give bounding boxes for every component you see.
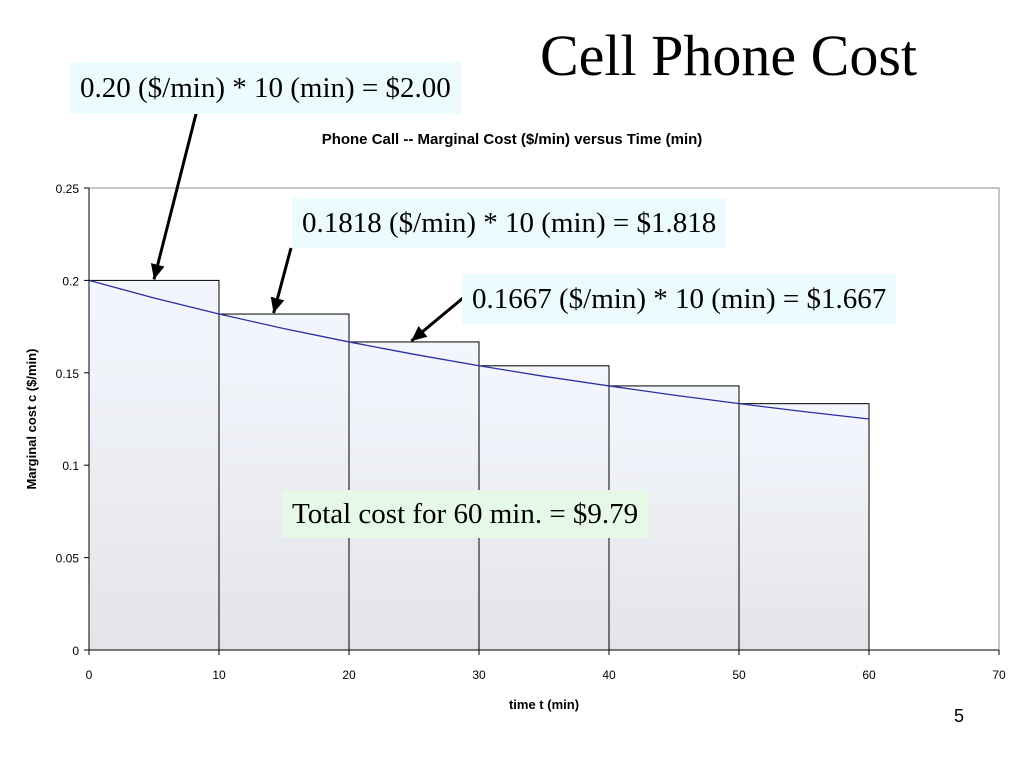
marginal-cost-curve xyxy=(88,279,870,420)
callout-first-interval: 0.20 ($/min) * 10 (min) = $2.00 xyxy=(70,62,461,114)
y-tick-label-3: 0.15 xyxy=(56,367,80,381)
x-tick-label-7: 70 xyxy=(992,668,1006,682)
callout-third-interval: 0.1667 ($/min) * 10 (min) = $1.667 xyxy=(462,274,897,324)
y-tick-label-4: 0.2 xyxy=(62,274,79,288)
callout-arrow-0 xyxy=(152,109,199,280)
x-tick-label-1: 10 xyxy=(212,668,226,682)
slide-title: Cell Phone Cost xyxy=(540,23,918,88)
bar-1 xyxy=(218,313,350,651)
y-tick-label-1: 0.05 xyxy=(56,552,80,566)
y-axis-label: Marginal cost c ($/min) xyxy=(24,349,39,490)
x-axis-label: time t (min) xyxy=(509,697,579,712)
x-tick-label-3: 30 xyxy=(472,668,486,682)
x-tick-label-6: 60 xyxy=(862,668,876,682)
callout-second-interval: 0.1818 ($/min) * 10 (min) = $1.818 xyxy=(292,198,727,248)
callout-arrowhead-1 xyxy=(270,296,285,314)
y-tick-label-5: 0.25 xyxy=(56,182,80,196)
bar-0 xyxy=(88,279,220,651)
x-tick-label-4: 40 xyxy=(602,668,616,682)
bar-5 xyxy=(738,403,870,651)
x-tick-label-0: 0 xyxy=(86,668,93,682)
y-tick-label-0: 0 xyxy=(72,644,79,658)
y-tick-label-2: 0.1 xyxy=(62,459,79,473)
callout-arrowhead-0 xyxy=(150,263,165,280)
x-tick-label-2: 20 xyxy=(342,668,356,682)
callout-arrowhead-2 xyxy=(411,325,428,341)
chart-title: Phone Call -- Marginal Cost ($/min) vers… xyxy=(322,131,703,148)
page-number: 5 xyxy=(953,706,964,726)
callout-total-cost: Total cost for 60 min. = $9.79 xyxy=(282,490,649,538)
x-tick-label-5: 50 xyxy=(732,668,746,682)
